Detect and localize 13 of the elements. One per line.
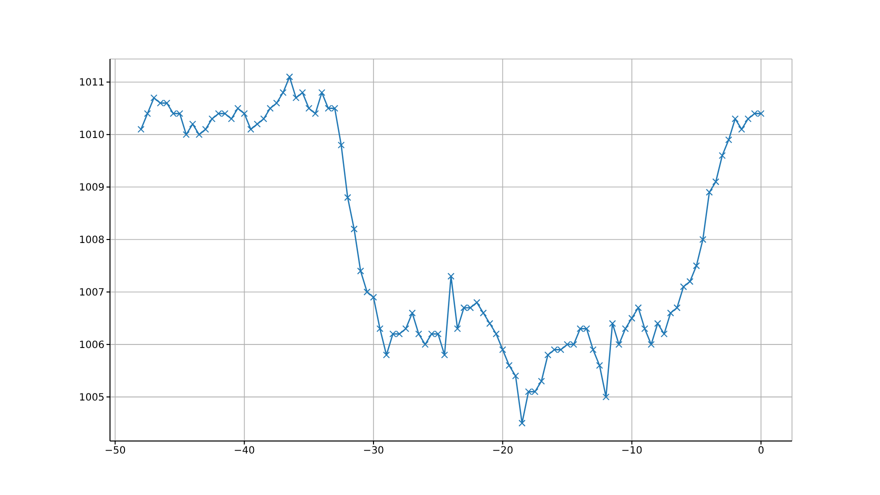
y-tick-label: 1006 [79, 340, 104, 351]
y-tick-label: 1010 [79, 130, 104, 142]
y-tick-label: 1007 [79, 288, 104, 299]
x-tick-label: −10 [621, 446, 642, 457]
x-tick-label: −50 [104, 446, 126, 457]
x-tick-label: −20 [492, 446, 514, 457]
y-tick-label: 1009 [79, 182, 104, 194]
y-tick-label: 1008 [79, 235, 104, 246]
y-tick-label: 1011 [79, 78, 104, 89]
x-tick-label: −40 [234, 446, 255, 457]
x-tick-label: −30 [362, 446, 384, 457]
y-tick-label: 1005 [79, 392, 104, 404]
x-tick-label: 0 [758, 446, 764, 457]
